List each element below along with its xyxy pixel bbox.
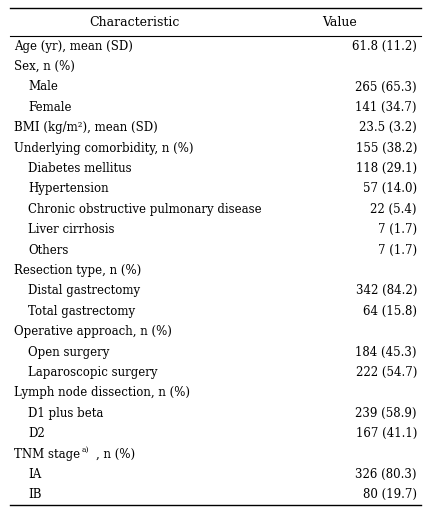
Text: 342 (84.2): 342 (84.2) [355,284,416,298]
Text: IB: IB [28,488,41,501]
Text: 155 (38.2): 155 (38.2) [355,142,416,154]
Text: BMI (kg/m²), mean (SD): BMI (kg/m²), mean (SD) [14,121,157,134]
Text: Others: Others [28,244,68,256]
Text: Underlying comorbidity, n (%): Underlying comorbidity, n (%) [14,142,193,154]
Text: Sex, n (%): Sex, n (%) [14,60,75,73]
Text: 184 (45.3): 184 (45.3) [355,346,416,359]
Text: 22 (5.4): 22 (5.4) [370,203,416,216]
Text: Female: Female [28,101,71,114]
Text: Distal gastrectomy: Distal gastrectomy [28,284,140,298]
Text: D2: D2 [28,427,45,440]
Text: Laparoscopic surgery: Laparoscopic surgery [28,366,157,379]
Text: 64 (15.8): 64 (15.8) [362,305,416,318]
Text: 57 (14.0): 57 (14.0) [362,183,416,195]
Text: Resection type, n (%): Resection type, n (%) [14,264,141,277]
Text: 222 (54.7): 222 (54.7) [355,366,416,379]
Text: 118 (29.1): 118 (29.1) [355,162,416,175]
Text: Lymph node dissection, n (%): Lymph node dissection, n (%) [14,386,190,399]
Text: IA: IA [28,468,41,481]
Text: 141 (34.7): 141 (34.7) [355,101,416,114]
Text: a): a) [82,445,89,453]
Text: Liver cirrhosis: Liver cirrhosis [28,223,114,236]
Text: 326 (80.3): 326 (80.3) [355,468,416,481]
Text: 239 (58.9): 239 (58.9) [355,407,416,420]
Text: D1 plus beta: D1 plus beta [28,407,103,420]
Text: TNM stage: TNM stage [14,447,80,461]
Text: Characteristic: Characteristic [89,15,179,29]
Text: Value: Value [322,15,356,29]
Text: Hypertension: Hypertension [28,183,108,195]
Text: Open surgery: Open surgery [28,346,109,359]
Text: Total gastrectomy: Total gastrectomy [28,305,135,318]
Text: Male: Male [28,81,58,93]
Text: 61.8 (11.2): 61.8 (11.2) [351,40,416,53]
Text: Diabetes mellitus: Diabetes mellitus [28,162,131,175]
Text: Age (yr), mean (SD): Age (yr), mean (SD) [14,40,132,53]
Text: 7 (1.7): 7 (1.7) [377,244,416,256]
Text: Chronic obstructive pulmonary disease: Chronic obstructive pulmonary disease [28,203,261,216]
Text: 23.5 (3.2): 23.5 (3.2) [359,121,416,134]
Text: , n (%): , n (%) [96,447,135,461]
Text: 265 (65.3): 265 (65.3) [355,81,416,93]
Text: Operative approach, n (%): Operative approach, n (%) [14,325,172,338]
Text: 7 (1.7): 7 (1.7) [377,223,416,236]
Text: 167 (41.1): 167 (41.1) [355,427,416,440]
Text: 80 (19.7): 80 (19.7) [362,488,416,501]
